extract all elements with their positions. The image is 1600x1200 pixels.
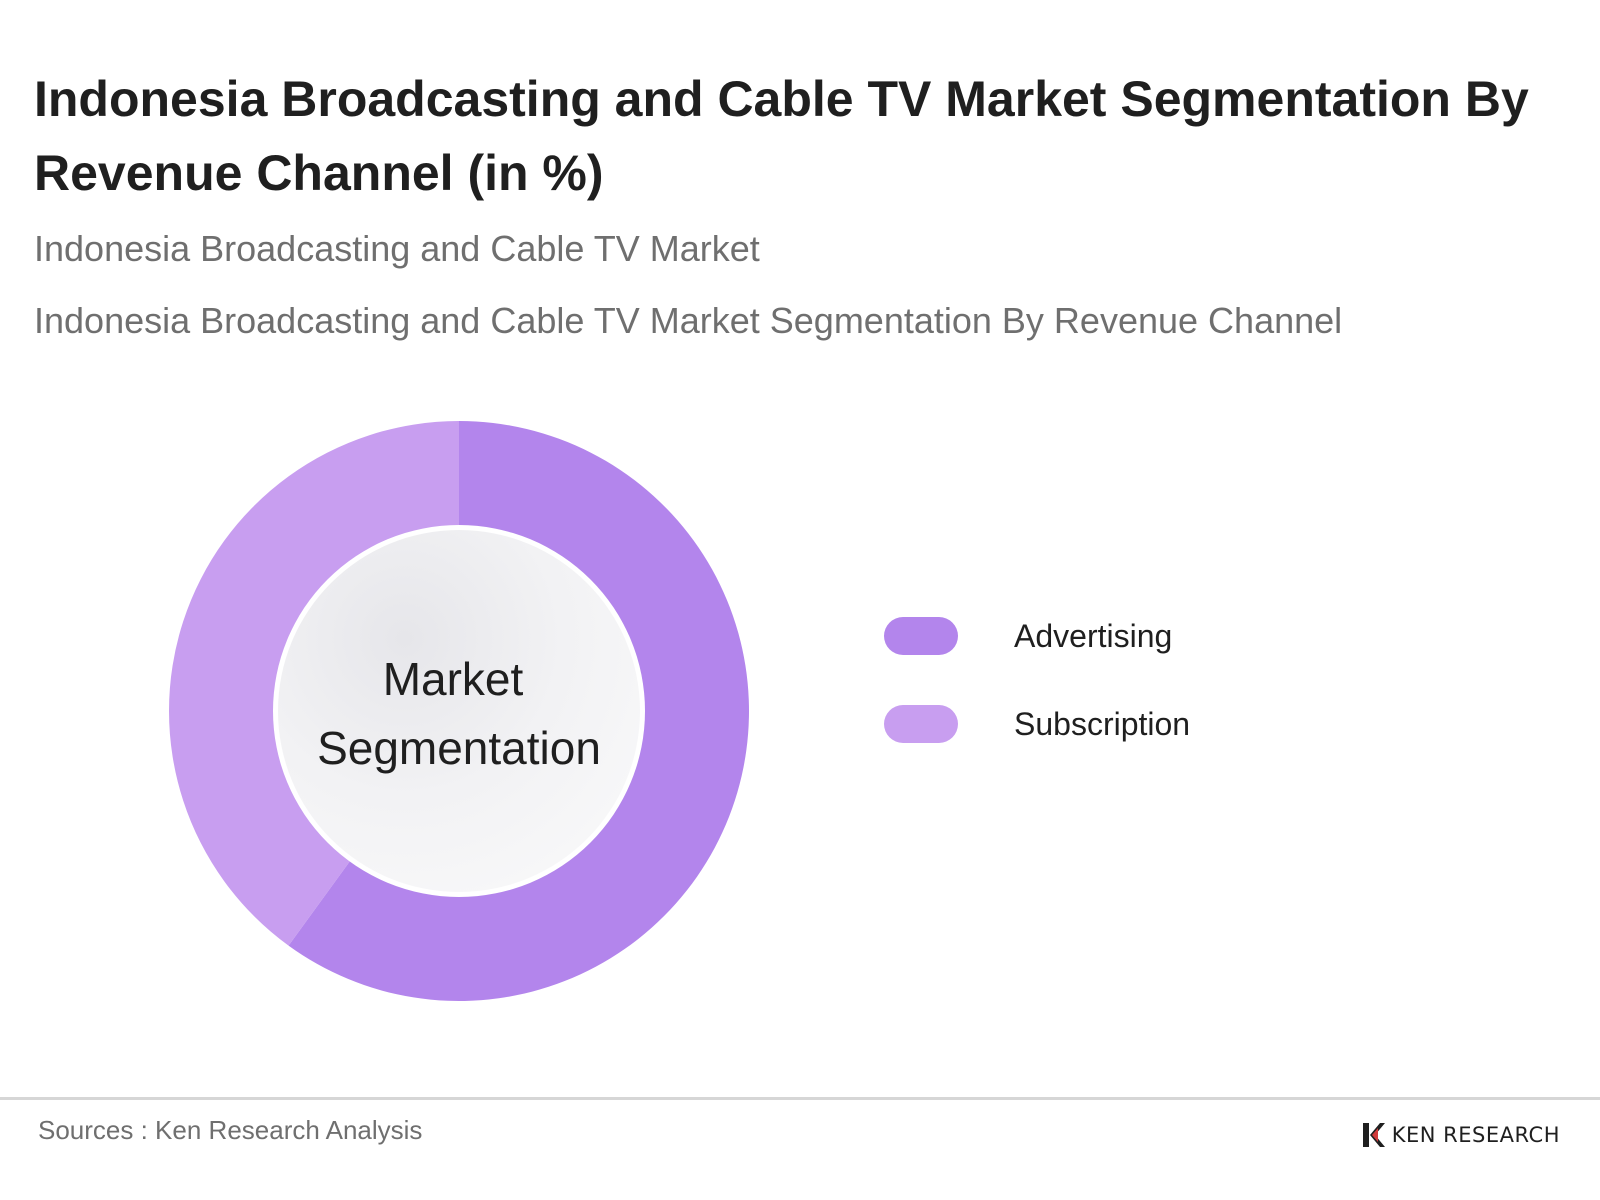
legend-label-subscription: Subscription xyxy=(1014,705,1191,742)
chart-subtitle-market: Indonesia Broadcasting and Cable TV Mark… xyxy=(34,228,760,269)
chart-title: Indonesia Broadcasting and Cable TV Mark… xyxy=(34,71,1529,201)
donut-chart: Market Segmentation xyxy=(168,421,749,1001)
legend-item-advertising[interactable]: Advertising xyxy=(884,616,1190,656)
legend-swatch-advertising xyxy=(884,617,958,655)
center-label-segmentation: Segmentation xyxy=(317,722,601,774)
brand: KEN RESEARCH xyxy=(1360,1118,1560,1152)
legend-item-subscription[interactable]: Subscription xyxy=(884,704,1190,744)
chart-legend: Advertising Subscription xyxy=(884,616,1190,792)
center-label-market: Market xyxy=(383,653,524,705)
legend-label-advertising: Advertising xyxy=(1014,617,1173,654)
brand-name: KEN RESEARCH xyxy=(1391,1123,1560,1147)
source-note: Sources : Ken Research Analysis xyxy=(38,1115,423,1145)
chart-area: Market Segmentation Advertising Subscrip… xyxy=(0,380,1600,1060)
legend-swatch-subscription xyxy=(884,705,958,743)
ken-research-logo-icon xyxy=(1362,1123,1385,1147)
donut-center-disc xyxy=(278,530,640,892)
chart-subtitle-segmentation: Indonesia Broadcasting and Cable TV Mark… xyxy=(34,300,1343,341)
footer-divider xyxy=(0,1097,1600,1100)
